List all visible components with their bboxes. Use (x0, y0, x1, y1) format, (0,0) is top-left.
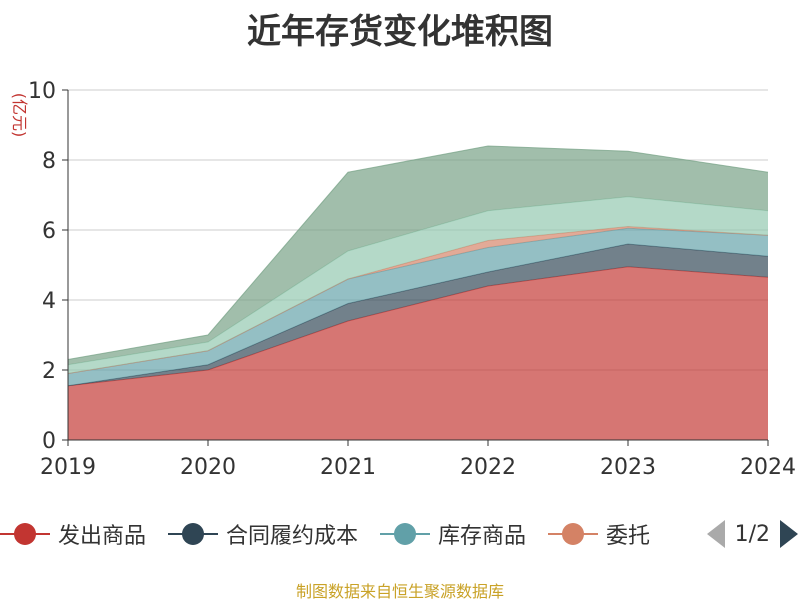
y-tick-label: 10 (28, 79, 56, 104)
area-series-2[interactable] (68, 228, 768, 386)
legend-pager: 1/2 (700, 516, 800, 552)
legend-prev-icon[interactable] (706, 520, 725, 548)
legend-marker-icon (380, 522, 431, 546)
y-tick-label: 0 (42, 429, 56, 454)
x-tick-label: 2024 (740, 455, 796, 480)
x-tick-label: 2023 (600, 455, 656, 480)
legend-label: 发出商品 (58, 524, 147, 549)
area-series-4[interactable] (68, 196, 768, 374)
x-tick-label: 2021 (320, 455, 376, 480)
y-tick-label: 8 (42, 149, 56, 174)
legend-item[interactable]: 委托 (548, 518, 650, 550)
legend: 发出商品 合同履约成本 库存商品 委托 (0, 516, 800, 552)
y-tick-label: 6 (42, 219, 56, 244)
chart-title: 近年存货变化堆积图 (247, 12, 553, 52)
legend-page-indicator: 1/2 (734, 521, 770, 547)
legend-label: 库存商品 (438, 524, 527, 549)
x-tick-label: 2022 (460, 455, 516, 480)
stacked-area-chart: 0 2 4 6 8 10 2019 2020 2021 2022 2023 2024 (亿元) (10, 79, 796, 480)
legend-marker-icon (168, 522, 219, 546)
data-source: 制图数据来自恒生聚源数据库 (295, 582, 504, 601)
legend-label: 委托 (606, 524, 651, 549)
area-series-line-5 (67, 145, 769, 360)
area-series-5[interactable] (68, 146, 768, 365)
area-series-1[interactable] (68, 244, 768, 386)
legend-marker-icon (548, 522, 599, 546)
y-axis-label: (亿元) (10, 93, 29, 138)
y-tick-label: 2 (42, 359, 56, 384)
x-tick-label: 2020 (180, 455, 236, 480)
legend-marker-icon (0, 522, 50, 546)
area-series (67, 145, 769, 440)
legend-next-icon[interactable] (780, 520, 798, 548)
legend-item[interactable]: 库存商品 (380, 518, 526, 550)
legend-item[interactable]: 合同履约成本 (168, 518, 358, 550)
legend-label: 合同履约成本 (226, 524, 359, 549)
area-series-0[interactable] (68, 266, 768, 440)
x-tick-label: 2019 (40, 455, 96, 480)
legend-item[interactable]: 发出商品 (0, 518, 146, 550)
y-tick-label: 4 (42, 289, 56, 314)
axes: 0 2 4 6 8 10 2019 2020 2021 2022 2023 2024 (28, 79, 796, 480)
